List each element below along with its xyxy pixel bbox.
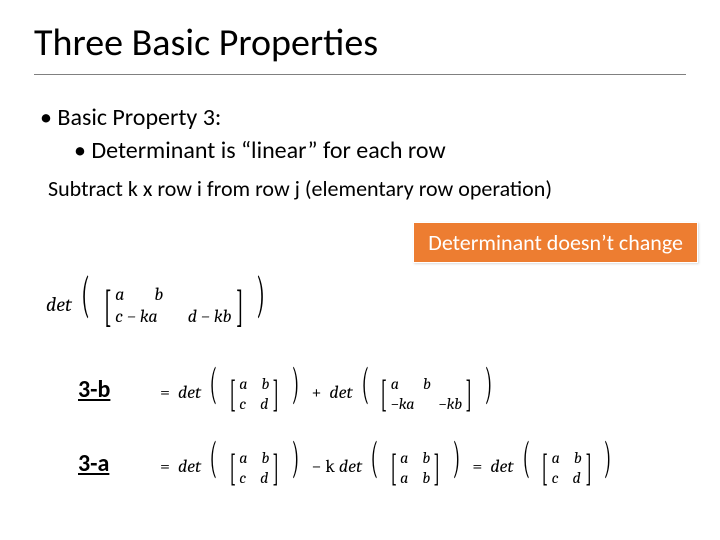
m-cell: b	[261, 374, 269, 394]
callout-determinant-unchanged: Determinant doesn’t change	[413, 222, 698, 263]
equals-sign: =	[160, 456, 170, 477]
label-3b: 3-b	[78, 375, 132, 404]
m-cell: a	[239, 448, 247, 468]
bullet-linear: Determinant is “linear” for each row	[74, 136, 686, 165]
m-cell: c	[239, 394, 246, 414]
equation-main: det ( [ a b c − ka d − kb ] )	[46, 275, 270, 329]
equation-3a: = det ( [ ab cd ] ) − kdet ( [ ab ab ] )…	[156, 440, 616, 488]
m-cell: b	[261, 448, 269, 468]
bullet-property-3: Basic Property 3:	[40, 103, 686, 132]
matrix-neg-ka: [ ab −ka−kb ]	[377, 374, 475, 414]
m-cell: c	[552, 468, 559, 488]
det-text: det	[329, 382, 352, 403]
slide-title: Three Basic Properties	[34, 20, 686, 75]
m-cell: a	[391, 374, 399, 394]
m-cell: a	[239, 374, 247, 394]
m-cell: b	[154, 284, 163, 307]
step-3a-row: 3-a = det ( [ ab cd ] ) − kdet ( [ ab ab…	[78, 440, 616, 488]
m-cell: d	[573, 468, 581, 488]
m-cell: c − ka	[115, 306, 158, 329]
matrix-abcd: [ ab cd ]	[226, 374, 283, 414]
matrix-abcd: [ ab cd ]	[226, 448, 283, 488]
matrix-abcd-result: [ ab cd ]	[538, 448, 595, 488]
m-cell: −kb	[439, 394, 463, 414]
m-cell: b	[423, 374, 431, 394]
det-text: det	[46, 293, 72, 316]
m-cell: −ka	[391, 394, 415, 414]
label-3a: 3-a	[78, 449, 132, 478]
m-cell: b	[422, 448, 430, 468]
m-cell: d	[260, 468, 268, 488]
equals-sign: =	[472, 456, 482, 477]
equals-sign: =	[160, 382, 170, 403]
m-cell: d	[260, 394, 268, 414]
m-cell: d − kb	[188, 306, 232, 329]
equation-3b: = det ( [ ab cd ] ) + det ( [ ab −ka−kb …	[156, 366, 496, 414]
det-text: det	[178, 382, 201, 403]
det-text: det	[178, 456, 201, 477]
minus-k: − k	[311, 456, 334, 477]
det-text: det	[339, 456, 362, 477]
m-cell: b	[574, 448, 582, 468]
m-cell: b	[422, 468, 430, 488]
matrix-c-ka: [ a b c − ka d − kb ]	[100, 284, 247, 329]
m-cell: a	[400, 468, 408, 488]
plus-sign: +	[311, 382, 321, 403]
m-cell: c	[239, 468, 246, 488]
m-cell: a	[552, 448, 560, 468]
m-cell: a	[400, 448, 408, 468]
det-text: det	[490, 456, 513, 477]
step-3b-row: 3-b = det ( [ ab cd ] ) + det ( [ ab −ka…	[78, 366, 496, 414]
m-cell: a	[115, 284, 124, 307]
row-operation-text: Subtract k x row i from row j (elementar…	[48, 175, 686, 202]
matrix-abab: [ ab ab ]	[387, 448, 444, 488]
